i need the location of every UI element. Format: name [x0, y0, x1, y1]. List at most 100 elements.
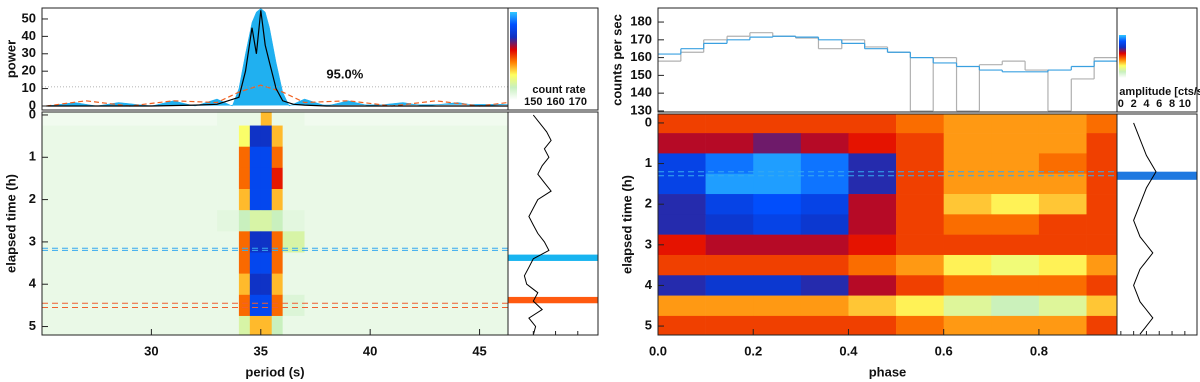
heat-cell — [238, 252, 251, 274]
heat-cell — [304, 146, 508, 169]
x-tick-label: 0.0 — [649, 343, 667, 358]
heat-cell — [260, 146, 273, 169]
heat-cell — [282, 252, 305, 274]
heat-cell — [943, 153, 992, 175]
heat-cell — [217, 112, 240, 126]
heat-cell — [800, 194, 849, 215]
heat-cell — [42, 231, 218, 253]
heat-cell — [991, 234, 1040, 256]
heat-cell — [282, 112, 305, 126]
heat-cell — [896, 114, 944, 134]
heat-cell — [800, 254, 849, 276]
heat-cell — [1038, 214, 1087, 235]
heat-cell — [991, 315, 1040, 335]
heat-cell — [753, 295, 802, 317]
heat-cell — [991, 295, 1040, 317]
heat-cell — [260, 252, 273, 274]
heat-cell — [282, 210, 305, 232]
heat-cell — [260, 294, 273, 317]
heat-cell — [753, 234, 802, 256]
heat-cell — [260, 125, 273, 147]
heat-cell — [705, 254, 754, 276]
heat-cell — [1086, 254, 1117, 276]
plot-area — [1117, 122, 1197, 335]
heat-cell — [271, 189, 283, 211]
x-tick-label: 0.8 — [1030, 343, 1048, 358]
heat-cell — [42, 315, 218, 335]
heat-cell — [238, 146, 251, 169]
heat-cell — [896, 295, 944, 317]
heat-cell — [896, 275, 944, 296]
heat-cell — [260, 315, 273, 335]
heat-cell — [753, 315, 802, 335]
heat-cell — [896, 194, 944, 215]
heat-cell — [1038, 234, 1087, 256]
heat-cell — [260, 167, 273, 190]
heat-cell — [848, 315, 897, 335]
heat-cell — [1038, 114, 1087, 134]
plot-area — [658, 114, 1117, 335]
x-tick-label: 150 — [524, 96, 542, 108]
heat-cell — [271, 167, 283, 190]
heat-cell — [943, 114, 992, 134]
heat-cell — [260, 112, 273, 126]
heat-cell — [800, 114, 849, 134]
heat-cell — [943, 194, 992, 215]
profile-line — [1133, 122, 1157, 335]
heat-cell — [304, 210, 508, 232]
y-tick-label: 4 — [645, 277, 653, 292]
heat-cell — [249, 210, 262, 232]
heat-cell — [271, 146, 283, 169]
plot-area — [508, 114, 598, 335]
inset-frame — [507, 7, 599, 111]
y-tick-label: 0 — [29, 106, 36, 121]
heat-cell — [42, 146, 218, 169]
heat-cell — [658, 173, 706, 195]
heat-cell — [753, 133, 802, 154]
heat-cell — [249, 294, 262, 317]
heat-cell — [217, 167, 240, 190]
heat-cell — [705, 315, 754, 335]
heat-cell — [753, 254, 802, 276]
heat-cell — [260, 210, 273, 232]
heat-cell — [848, 234, 897, 256]
heat-cell — [943, 133, 992, 154]
heat-cell — [896, 173, 944, 195]
heat-cell — [943, 234, 992, 256]
y-tick-label: 150 — [630, 67, 652, 82]
heat-cell — [896, 214, 944, 235]
heat-cell — [800, 173, 849, 195]
plot-area — [658, 32, 1117, 112]
heat-cell — [238, 189, 251, 211]
y-axis-label: elapsed time (h) — [3, 174, 18, 273]
heat-cell — [260, 273, 273, 296]
heat-cell — [42, 125, 218, 147]
y-tick-label: 30 — [22, 45, 36, 60]
heat-cell — [943, 214, 992, 235]
heat-cell — [705, 114, 754, 134]
heat-cell — [943, 295, 992, 317]
heat-cell — [943, 275, 992, 296]
heat-cell — [658, 194, 706, 215]
heat-cell — [896, 133, 944, 154]
y-tick-label: 5 — [29, 318, 36, 333]
heat-cell — [896, 234, 944, 256]
heat-cell — [304, 252, 508, 274]
heat-cell — [271, 252, 283, 274]
heat-cell — [1038, 173, 1087, 195]
inset-frame — [1116, 7, 1198, 113]
heat-cell — [848, 133, 897, 154]
x-axis-label: count rate — [532, 84, 585, 96]
heat-cell — [217, 189, 240, 211]
x-tick-label: 0.6 — [935, 343, 953, 358]
y-tick-label: 160 — [630, 49, 652, 64]
x-tick-label: 160 — [546, 96, 564, 108]
heat-cell — [260, 231, 273, 253]
frame — [507, 111, 599, 336]
heat-cell — [1038, 133, 1087, 154]
heat-cell — [848, 194, 897, 215]
reference-label: 95.0% — [326, 66, 363, 81]
heat-cell — [1086, 234, 1117, 256]
y-tick-label: 170 — [630, 31, 652, 46]
x-tick-label: 0.4 — [839, 343, 858, 358]
